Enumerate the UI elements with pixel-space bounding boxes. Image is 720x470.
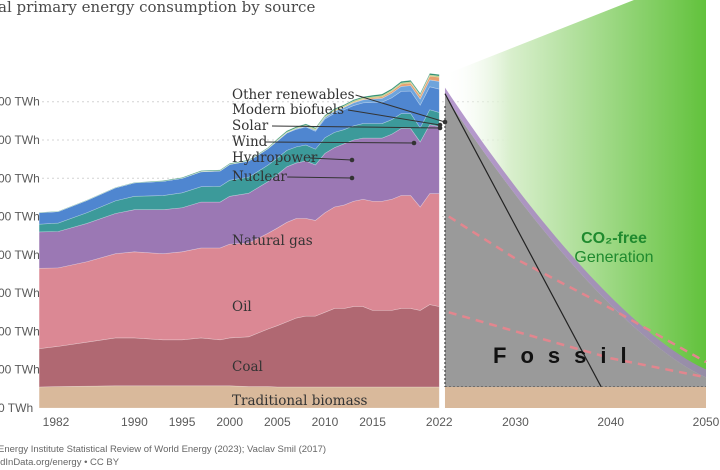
leader-dot bbox=[437, 125, 443, 131]
y-tick-label: 00 TWh bbox=[0, 248, 40, 262]
fossil-region bbox=[444, 95, 706, 387]
x-tick-label: 1995 bbox=[169, 415, 196, 429]
leader-dot bbox=[442, 119, 448, 125]
label-hydropower: Hydropower bbox=[232, 150, 318, 166]
y-tick-label: 00 TWh bbox=[0, 210, 40, 224]
label-nuclear: Nuclear bbox=[232, 169, 287, 185]
y-tick-label: 0 TWh bbox=[0, 401, 33, 415]
label-oil: Oil bbox=[232, 299, 252, 315]
dashed-projection-1 bbox=[448, 215, 707, 364]
leader-dot bbox=[349, 175, 355, 181]
leader-dot bbox=[411, 140, 417, 146]
label-traditional-biomass: Traditional biomass bbox=[232, 393, 368, 409]
y-axis-ticks: 0 TWh 00 TWh 00 TWh 00 TWh 00 TWh 00 TWh 00 TW… bbox=[0, 95, 40, 415]
x-tick-label: 2030 bbox=[502, 415, 529, 429]
dashed-projection-2 bbox=[448, 311, 707, 379]
leader-line bbox=[309, 157, 353, 161]
label-wind: Wind bbox=[232, 134, 268, 150]
leader-line bbox=[355, 94, 446, 123]
leader-line bbox=[264, 141, 415, 144]
y-tick-label: 00 TWh bbox=[0, 171, 40, 185]
area-nuclear bbox=[38, 109, 440, 233]
y-tick-label: 00 TWh bbox=[0, 286, 40, 300]
y-tick-label: 00 TWh bbox=[0, 95, 40, 109]
leader-line bbox=[271, 125, 441, 129]
label-coal: Coal bbox=[232, 359, 263, 375]
x-tick-label: 1990 bbox=[121, 415, 148, 429]
co2-free-label: CO₂-free bbox=[581, 230, 647, 247]
label-natural-gas: Natural gas bbox=[232, 233, 313, 249]
area-hydropower bbox=[38, 86, 440, 225]
x-tick-label: 2005 bbox=[264, 415, 291, 429]
y-tick-label: 00 TWh bbox=[0, 324, 40, 338]
area-series bbox=[38, 73, 440, 409]
footer-license: ldInData.org/energy • CC BY bbox=[0, 457, 120, 468]
generation-label: Generation bbox=[574, 249, 653, 266]
fossil-label: Fossil bbox=[493, 343, 641, 368]
co2-free-region bbox=[444, 0, 706, 378]
x-tick-label: 2022 bbox=[426, 415, 453, 429]
y-tick-label: 00 TWh bbox=[0, 363, 40, 377]
x-tick-label: 2000 bbox=[216, 415, 243, 429]
label-other-renewables: Other renewables bbox=[232, 87, 355, 103]
leader-line bbox=[347, 109, 441, 126]
x-axis-ticks: 1982 1990 1995 2000 2005 2010 2015 2022 2030 2040… bbox=[43, 415, 720, 429]
y-tick-label: 00 TWh bbox=[0, 133, 40, 147]
x-tick-label: 2040 bbox=[597, 415, 624, 429]
x-tick-label: 2010 bbox=[312, 415, 339, 429]
area-other-renewables bbox=[38, 73, 440, 214]
leader-dot bbox=[349, 157, 355, 163]
x-tick-label: 1982 bbox=[43, 415, 70, 429]
label-modern-biofuels: Modern biofuels bbox=[232, 102, 344, 118]
x-tick-label: 2050 bbox=[693, 415, 720, 429]
leader-line bbox=[287, 176, 353, 179]
x-tick-label: 2015 bbox=[359, 415, 386, 429]
label-leader-lines bbox=[264, 94, 448, 181]
label-solar: Solar bbox=[232, 118, 269, 134]
chart-title: al primary energy consumption by source bbox=[0, 0, 315, 16]
footer-source: Energy Institute Statistical Review of W… bbox=[0, 444, 326, 455]
fossil-decline-line bbox=[444, 93, 602, 388]
projection-layer bbox=[444, 0, 707, 408]
biomass-projection-band bbox=[444, 386, 706, 408]
